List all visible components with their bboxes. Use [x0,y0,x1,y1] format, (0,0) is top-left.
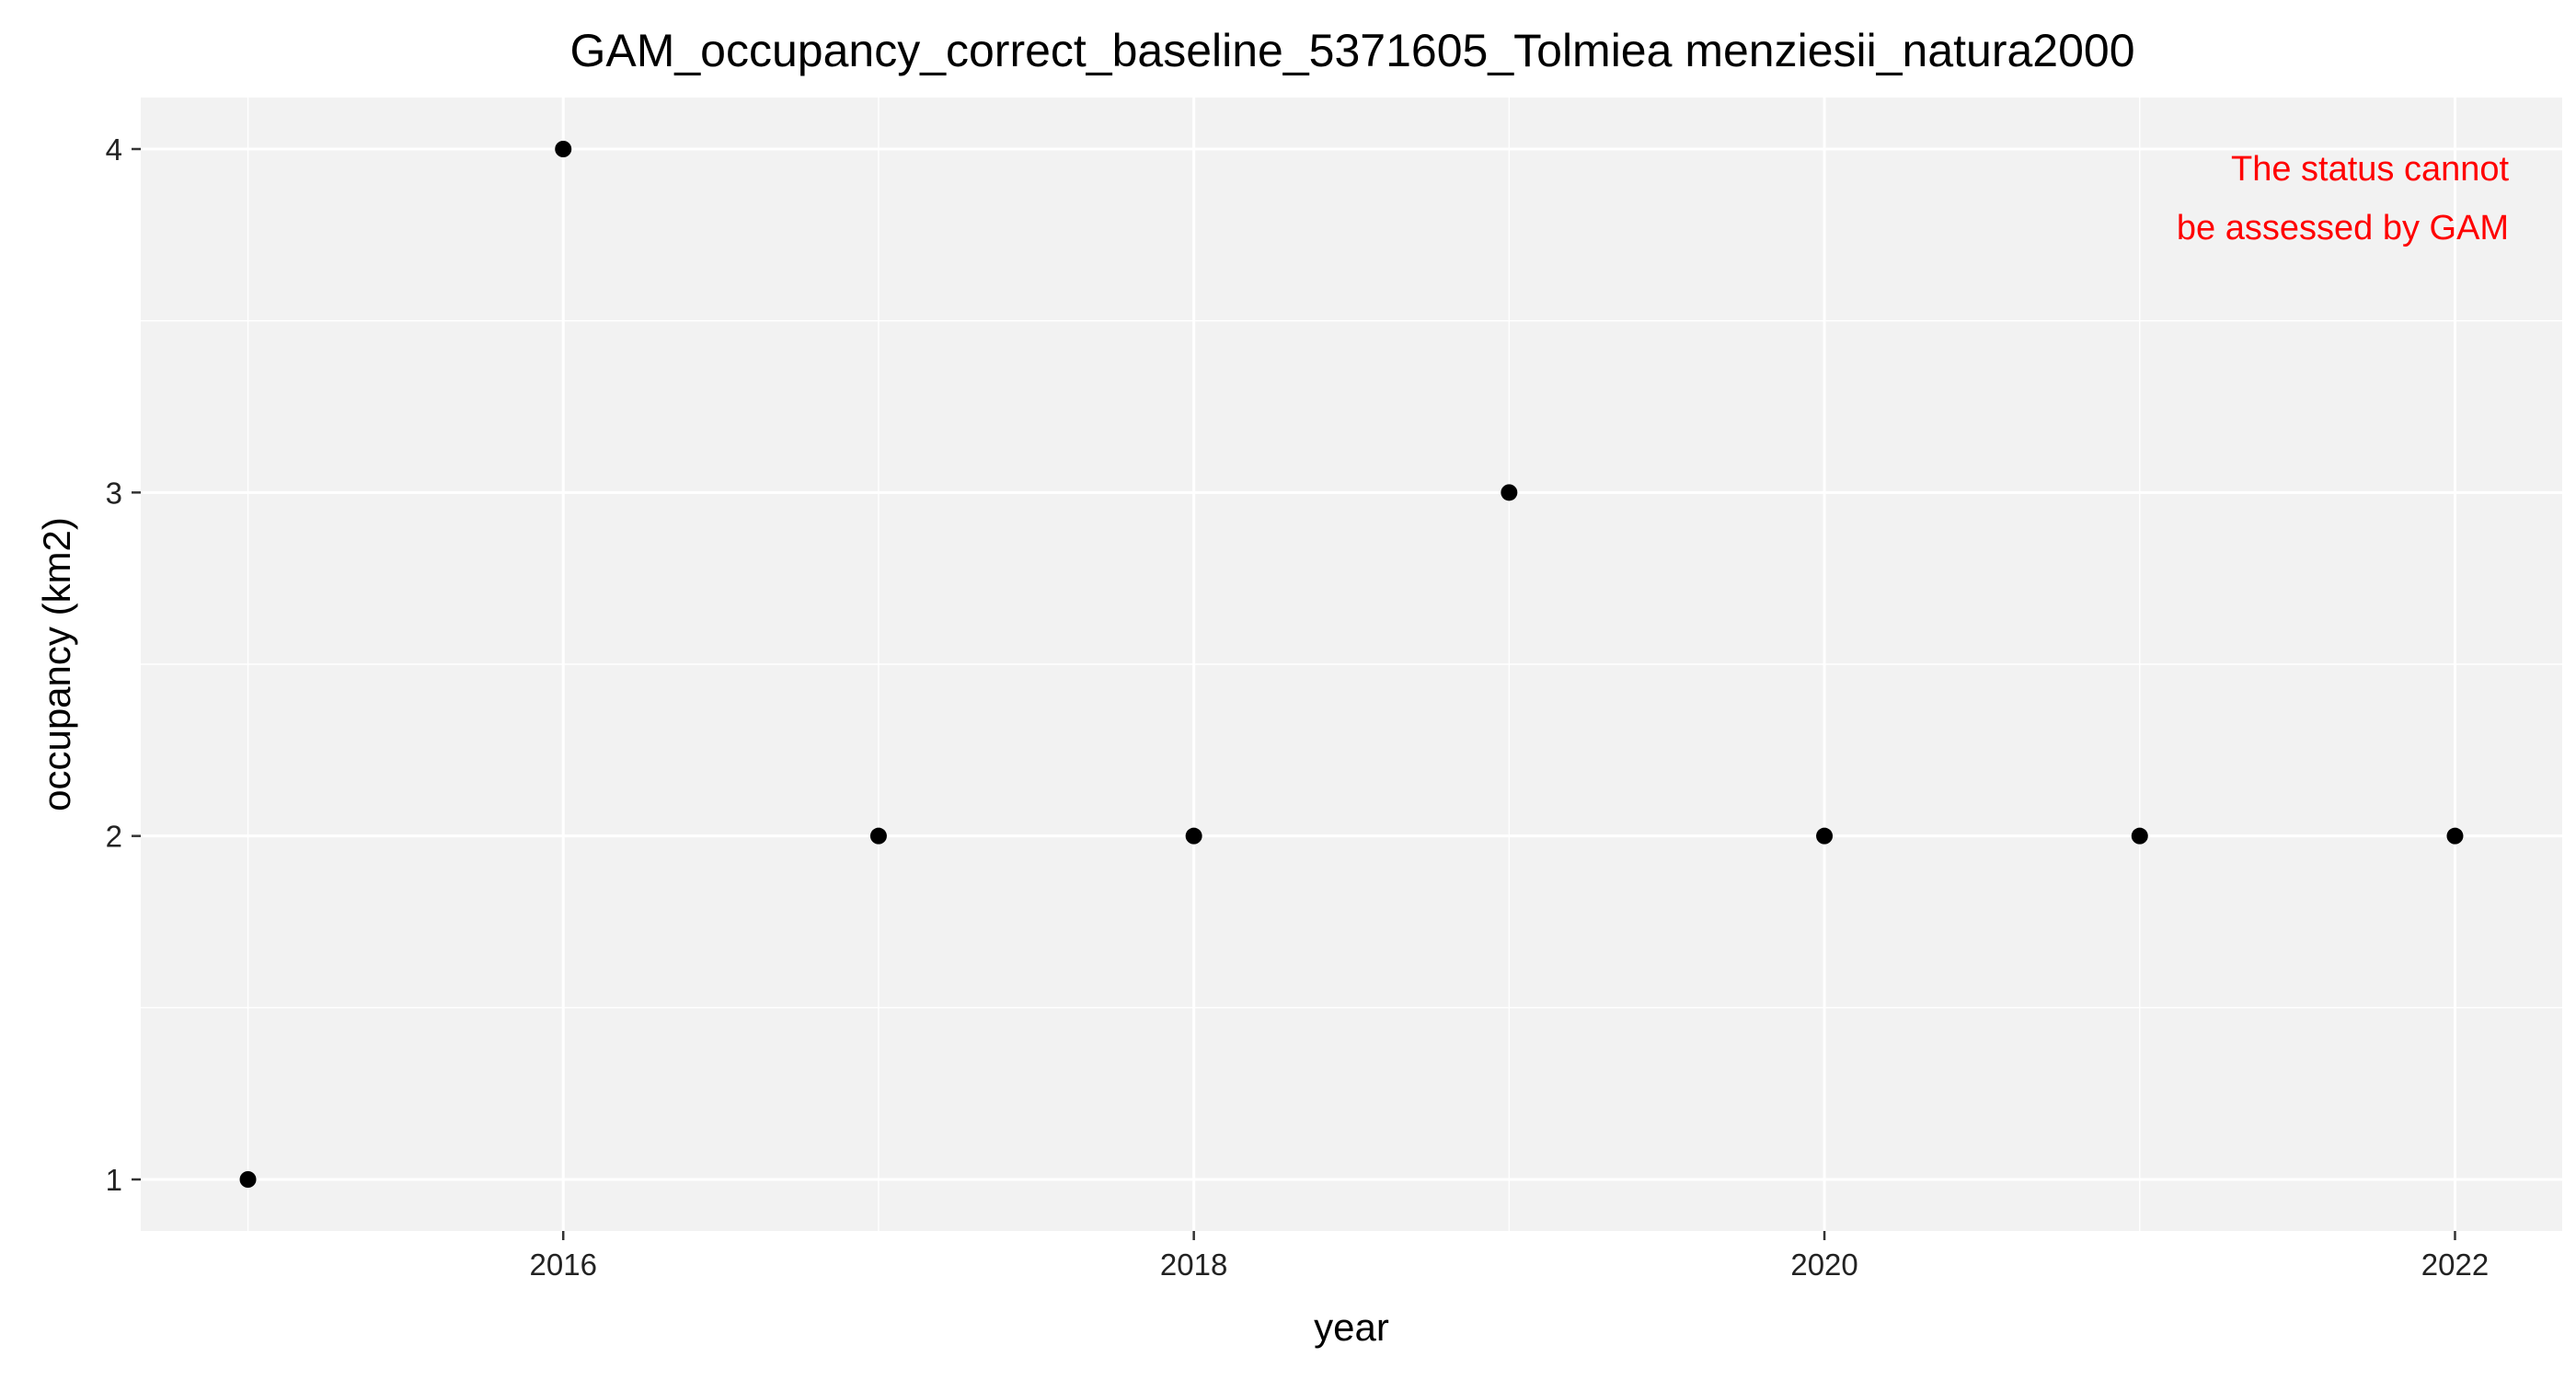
x-tick-label: 2016 [530,1248,597,1282]
axes: 2016 2018 2020 2022 1 2 3 4 [106,132,2490,1282]
y-tick-label: 4 [106,132,122,167]
y-tick-label: 1 [106,1163,122,1197]
x-tick-label: 2018 [1160,1248,1227,1282]
data-point [2446,827,2464,845]
x-tick-label: 2022 [2421,1248,2489,1282]
chart-title: GAM_occupancy_correct_baseline_5371605_T… [569,25,2134,76]
data-point [2131,827,2148,845]
grid-lines [141,98,2562,1231]
data-point [1185,827,1202,845]
x-tick-label: 2020 [1790,1248,1857,1282]
annotation-line: be assessed by GAM [2177,209,2509,247]
status-annotation: The status cannot be assessed by GAM [2177,150,2510,247]
y-axis-title: occupancy (km2) [35,517,78,811]
data-point [869,827,887,845]
annotation-line: The status cannot [2231,150,2510,189]
y-tick-label: 2 [106,820,122,854]
data-point [239,1171,257,1188]
x-axis-title: year [1314,1305,1389,1349]
data-point [1816,827,1834,845]
data-points [239,141,2464,1188]
data-point [555,141,572,157]
data-point [1501,484,1518,501]
y-tick-label: 3 [106,476,122,510]
